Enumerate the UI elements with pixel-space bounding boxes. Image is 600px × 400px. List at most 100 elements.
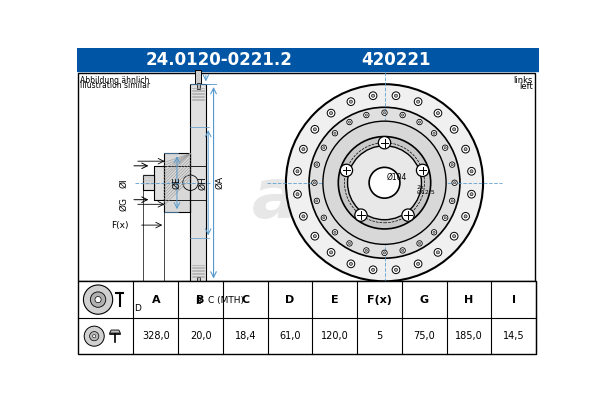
Circle shape — [338, 136, 431, 229]
Text: C: C — [241, 294, 250, 304]
Circle shape — [84, 326, 104, 346]
Circle shape — [464, 148, 467, 151]
Text: ØE: ØE — [172, 176, 181, 189]
Text: 14,5: 14,5 — [503, 331, 524, 341]
Circle shape — [286, 84, 483, 281]
Bar — [154, 166, 164, 200]
Circle shape — [414, 98, 422, 106]
Circle shape — [369, 266, 377, 274]
Circle shape — [449, 198, 455, 204]
Circle shape — [394, 268, 397, 271]
Text: 75,0: 75,0 — [413, 331, 435, 341]
Circle shape — [313, 182, 316, 184]
Circle shape — [462, 212, 469, 220]
Circle shape — [470, 170, 473, 173]
Circle shape — [379, 136, 391, 149]
Text: E: E — [331, 294, 338, 304]
Circle shape — [442, 145, 448, 150]
Circle shape — [414, 260, 422, 268]
Circle shape — [296, 170, 299, 173]
Circle shape — [334, 231, 336, 234]
Text: D: D — [286, 294, 295, 304]
Circle shape — [382, 110, 387, 115]
Text: ØA: ØA — [215, 176, 224, 189]
Circle shape — [365, 249, 368, 252]
Text: 24.0120-0221.2: 24.0120-0221.2 — [146, 50, 292, 68]
Bar — [190, 84, 206, 281]
Circle shape — [371, 94, 374, 97]
Circle shape — [349, 262, 352, 265]
Bar — [78, 74, 535, 281]
Bar — [78, 281, 536, 354]
Circle shape — [299, 145, 307, 153]
Text: Illustration similar: Illustration similar — [80, 81, 151, 90]
Circle shape — [349, 100, 352, 103]
Bar — [197, 83, 200, 89]
Circle shape — [302, 215, 305, 218]
Circle shape — [434, 109, 442, 117]
Circle shape — [452, 180, 457, 186]
Circle shape — [323, 121, 446, 244]
Circle shape — [95, 296, 101, 303]
Text: 20,0: 20,0 — [190, 331, 211, 341]
Circle shape — [462, 145, 469, 153]
Circle shape — [452, 235, 455, 238]
Text: ®: ® — [310, 208, 321, 218]
Circle shape — [312, 180, 317, 186]
Circle shape — [302, 148, 305, 151]
Text: Ø12,5: Ø12,5 — [417, 190, 436, 194]
Circle shape — [470, 193, 473, 196]
Circle shape — [369, 92, 377, 100]
Circle shape — [416, 262, 419, 265]
Circle shape — [454, 182, 456, 184]
Circle shape — [416, 164, 429, 176]
Circle shape — [92, 335, 96, 338]
Text: G: G — [420, 294, 429, 304]
Circle shape — [467, 190, 475, 198]
Circle shape — [340, 164, 353, 176]
Circle shape — [364, 248, 369, 253]
Circle shape — [323, 217, 325, 219]
Circle shape — [355, 209, 367, 221]
Text: ØG: ØG — [120, 197, 129, 211]
Circle shape — [444, 146, 446, 149]
Circle shape — [347, 146, 421, 220]
Circle shape — [311, 232, 319, 240]
Circle shape — [329, 251, 332, 254]
Bar — [195, 281, 201, 295]
Circle shape — [450, 126, 458, 133]
Circle shape — [369, 167, 400, 198]
Text: Abbildung ähnlich: Abbildung ähnlich — [80, 76, 150, 85]
Text: B: B — [195, 297, 201, 306]
Circle shape — [323, 146, 325, 149]
Bar — [164, 154, 190, 212]
Circle shape — [347, 119, 352, 125]
Circle shape — [309, 107, 460, 258]
Text: 420221: 420221 — [361, 50, 431, 68]
Circle shape — [329, 112, 332, 115]
Circle shape — [321, 145, 326, 150]
Polygon shape — [110, 330, 121, 333]
Circle shape — [450, 232, 458, 240]
Text: 328,0: 328,0 — [142, 331, 170, 341]
Circle shape — [444, 217, 446, 219]
Circle shape — [400, 248, 406, 253]
Circle shape — [347, 260, 355, 268]
Circle shape — [418, 121, 421, 123]
Text: 61,0: 61,0 — [280, 331, 301, 341]
Circle shape — [434, 248, 442, 256]
Text: 5: 5 — [376, 331, 383, 341]
Text: links: links — [514, 76, 533, 85]
Bar — [197, 277, 200, 283]
Circle shape — [314, 198, 320, 204]
Circle shape — [449, 162, 455, 167]
Circle shape — [313, 128, 316, 131]
Circle shape — [442, 215, 448, 220]
Circle shape — [431, 230, 437, 235]
Circle shape — [332, 130, 338, 136]
Text: 18,4: 18,4 — [235, 331, 256, 341]
Circle shape — [417, 119, 422, 125]
Circle shape — [433, 231, 435, 234]
Bar — [195, 70, 201, 84]
Circle shape — [464, 215, 467, 218]
